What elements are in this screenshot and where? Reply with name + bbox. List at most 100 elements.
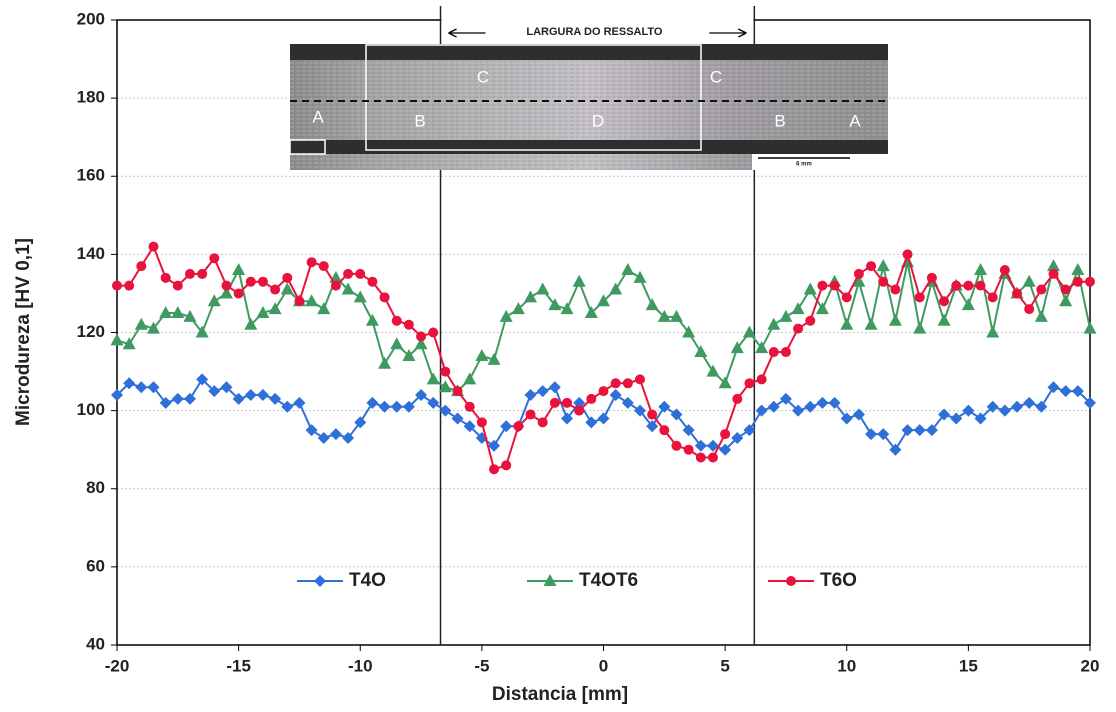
data-point xyxy=(207,294,221,307)
data-point xyxy=(489,464,500,475)
data-point xyxy=(913,321,927,334)
zone-label: A xyxy=(312,107,324,126)
data-point xyxy=(633,404,646,417)
data-point xyxy=(1083,321,1097,334)
data-point xyxy=(306,257,317,268)
data-point xyxy=(233,288,244,299)
data-point xyxy=(463,372,477,385)
data-point xyxy=(1011,400,1024,413)
data-point xyxy=(537,417,548,428)
y-tick-label: 100 xyxy=(77,400,105,419)
data-point xyxy=(756,374,767,385)
data-point xyxy=(586,393,597,404)
data-point xyxy=(974,412,987,425)
data-point xyxy=(876,259,890,272)
data-point xyxy=(282,272,293,283)
data-point xyxy=(549,397,560,408)
data-point xyxy=(208,385,221,398)
data-point xyxy=(136,261,147,272)
data-point xyxy=(767,400,780,413)
data-point xyxy=(986,400,999,413)
data-point xyxy=(659,425,670,436)
x-tick-label: 5 xyxy=(720,656,729,675)
y-tick-label: 140 xyxy=(77,244,105,263)
x-tick-label: -10 xyxy=(348,656,373,675)
data-point xyxy=(974,263,988,275)
data-point xyxy=(268,302,282,315)
data-point xyxy=(816,396,829,409)
data-point xyxy=(112,280,122,291)
data-point xyxy=(317,431,330,444)
data-point xyxy=(584,305,598,318)
data-point xyxy=(695,452,706,463)
data-point xyxy=(669,309,683,322)
data-point xyxy=(804,400,817,413)
data-point xyxy=(378,356,392,369)
data-point xyxy=(451,412,464,425)
y-tick-label: 120 xyxy=(77,322,105,341)
data-point xyxy=(779,309,793,322)
data-point xyxy=(998,404,1011,417)
x-tick-label: -5 xyxy=(474,656,489,675)
data-point xyxy=(476,417,487,428)
data-point xyxy=(890,284,901,295)
data-point xyxy=(171,305,185,318)
data-point xyxy=(670,408,683,421)
data-point xyxy=(1035,400,1048,413)
data-point xyxy=(428,327,439,338)
data-point xyxy=(365,313,379,326)
width-label: LARGURA DO RESSALTO xyxy=(526,26,663,38)
data-point xyxy=(780,347,791,358)
data-point xyxy=(1059,385,1072,398)
data-point xyxy=(317,302,331,315)
data-point xyxy=(730,341,744,354)
data-point xyxy=(1071,263,1085,275)
data-point xyxy=(718,376,732,389)
x-tick-label: 10 xyxy=(837,656,856,675)
zone-label: C xyxy=(710,67,722,86)
data-point xyxy=(196,373,209,386)
zone-label: D xyxy=(592,111,604,130)
data-point xyxy=(426,372,440,385)
data-point xyxy=(743,424,756,437)
data-point xyxy=(865,428,878,441)
data-point xyxy=(694,345,708,358)
data-point xyxy=(755,404,768,417)
x-axis-title: Distancia [mm] xyxy=(492,684,628,705)
data-point xyxy=(1022,274,1036,287)
data-point xyxy=(232,263,246,275)
data-point xyxy=(390,400,403,413)
data-point xyxy=(415,389,428,401)
data-point xyxy=(792,404,805,417)
data-point xyxy=(937,313,951,326)
x-tick-label: 15 xyxy=(959,656,978,675)
data-point xyxy=(815,302,829,315)
data-point xyxy=(123,377,136,390)
data-point xyxy=(647,409,658,420)
data-point xyxy=(184,268,195,279)
data-point xyxy=(257,276,268,287)
data-point xyxy=(938,408,951,421)
data-point xyxy=(828,396,841,409)
data-point xyxy=(706,439,719,452)
data-point xyxy=(610,378,621,389)
legend-marker xyxy=(314,575,326,587)
data-point xyxy=(390,337,404,350)
data-point xyxy=(609,282,623,295)
data-point xyxy=(256,389,269,401)
data-point xyxy=(1048,268,1059,279)
data-point xyxy=(548,298,562,311)
data-point xyxy=(232,392,245,405)
data-point xyxy=(888,313,902,326)
data-point xyxy=(864,317,878,330)
data-point xyxy=(694,439,707,452)
data-point xyxy=(574,405,585,416)
data-point xyxy=(293,396,306,409)
x-tick-label: 0 xyxy=(599,656,608,675)
data-point xyxy=(720,429,731,440)
data-point xyxy=(1034,309,1048,322)
data-point xyxy=(829,280,840,291)
legend-label: T4O xyxy=(349,570,386,591)
data-point xyxy=(951,280,962,291)
data-point xyxy=(621,396,634,409)
